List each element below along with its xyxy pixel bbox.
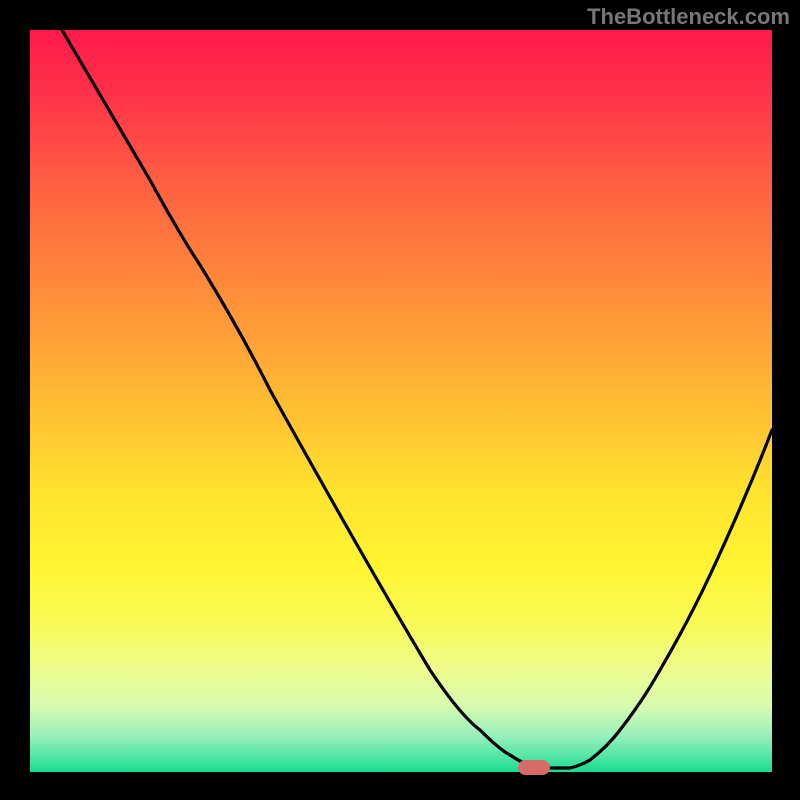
chart-container: TheBottleneck.com xyxy=(0,0,800,800)
curve-path xyxy=(62,30,772,768)
watermark-text: TheBottleneck.com xyxy=(587,4,790,30)
bottleneck-curve xyxy=(30,30,772,772)
optimal-marker xyxy=(518,760,550,775)
plot-area xyxy=(30,30,772,772)
